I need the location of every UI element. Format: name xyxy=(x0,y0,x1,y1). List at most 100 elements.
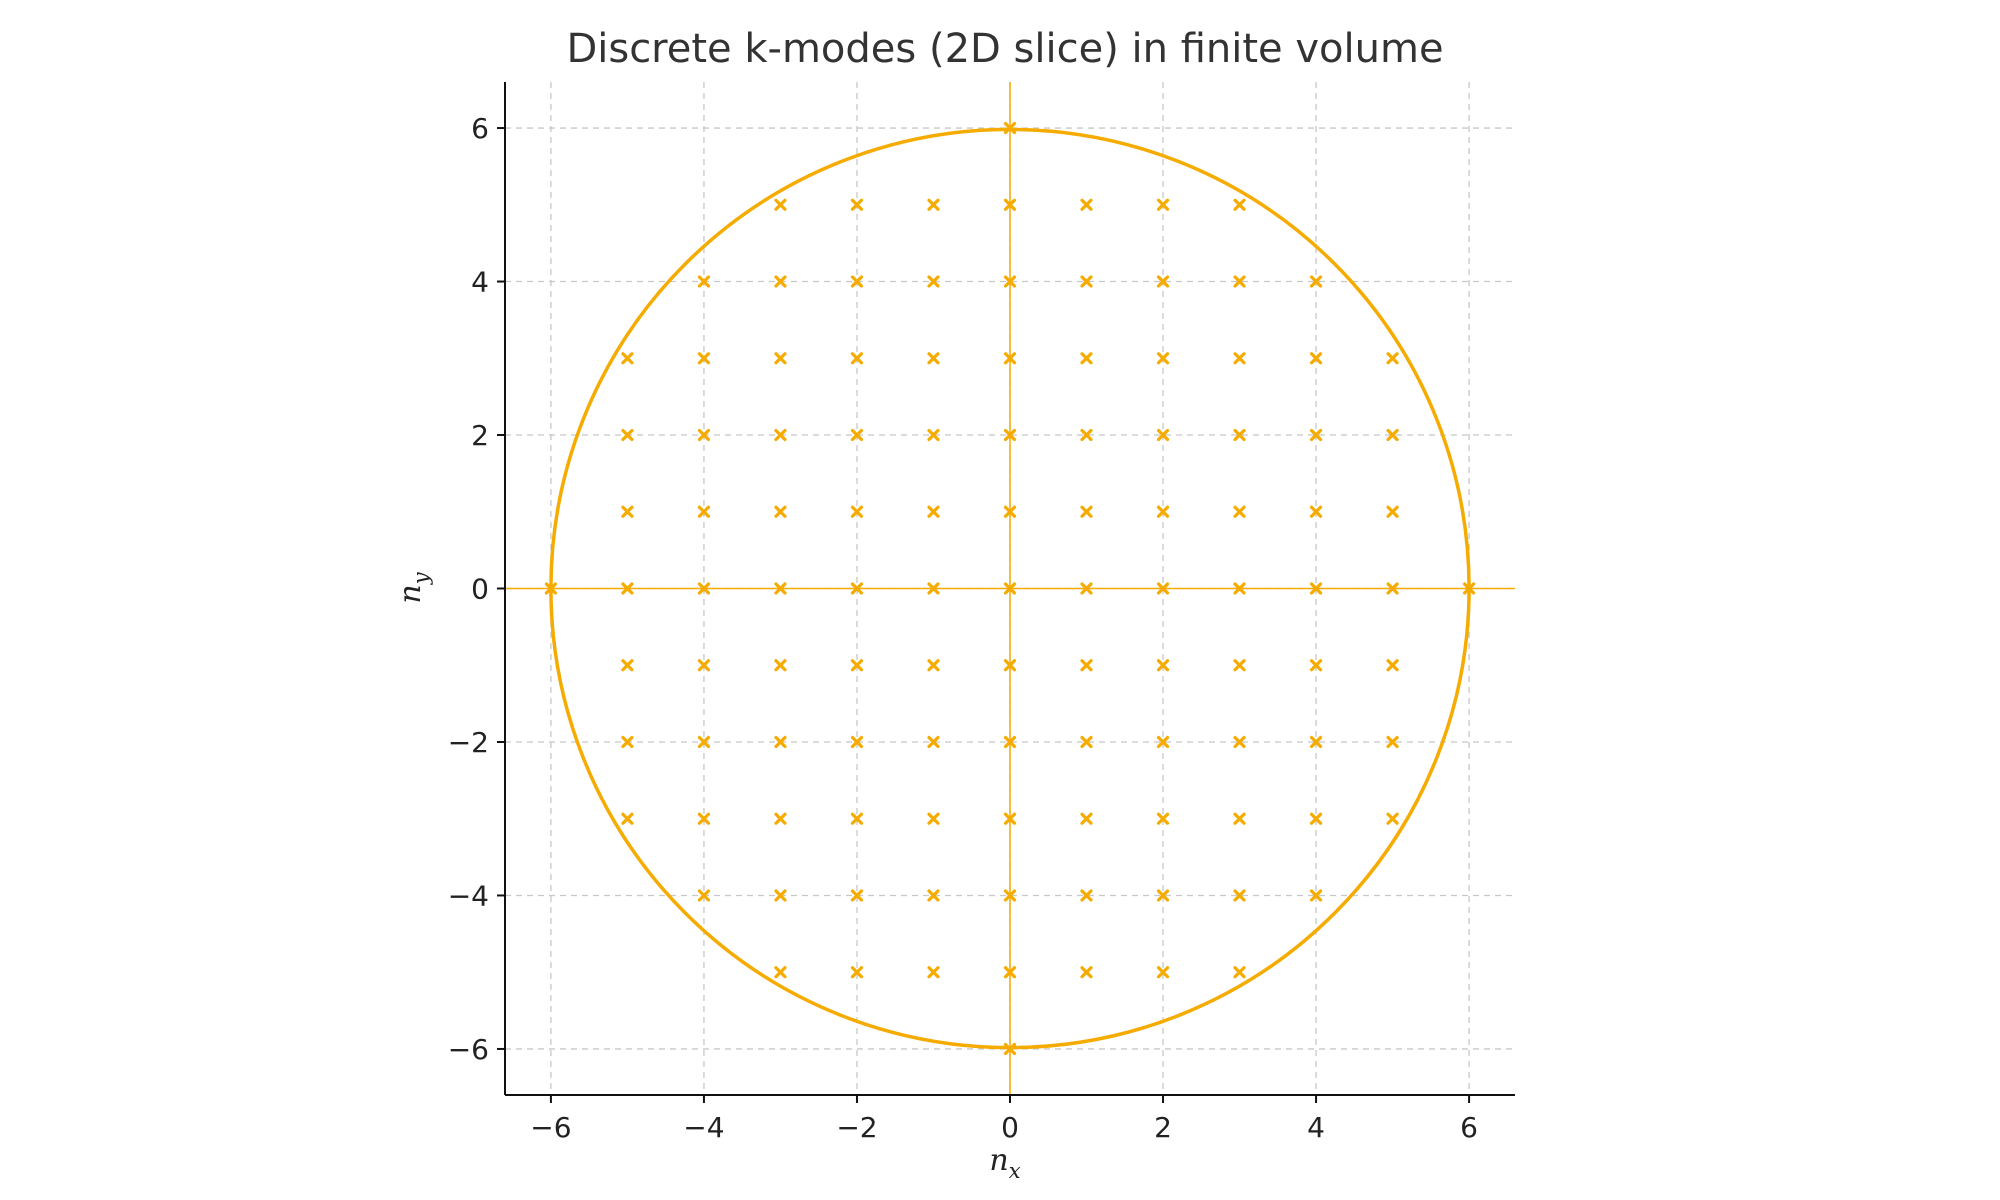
data-point xyxy=(1462,582,1476,595)
data-point xyxy=(1003,735,1017,749)
data-point xyxy=(774,966,787,979)
data-point xyxy=(1156,275,1170,288)
data-point xyxy=(774,428,787,442)
x-tick-label: 2 xyxy=(1154,1111,1172,1144)
data-point xyxy=(1080,198,1093,211)
data-point xyxy=(621,659,634,672)
data-point xyxy=(1156,812,1170,825)
data-point xyxy=(1309,428,1323,442)
data-point xyxy=(774,735,787,749)
data-point xyxy=(1233,275,1246,288)
data-point xyxy=(1003,889,1017,902)
x-tick-label: 6 xyxy=(1460,1111,1478,1144)
y-tick-label: 4 xyxy=(471,266,489,299)
data-point xyxy=(697,659,711,672)
data-point xyxy=(1386,352,1399,365)
data-point xyxy=(1156,659,1170,672)
data-point xyxy=(697,428,711,442)
data-point xyxy=(1233,966,1246,979)
data-point xyxy=(1003,352,1017,365)
data-point xyxy=(1156,505,1170,518)
data-point xyxy=(1003,1042,1017,1056)
x-axis-label: nx xyxy=(989,1143,1020,1183)
y-axis-label-sub: y xyxy=(409,571,433,585)
x-tick-label: −2 xyxy=(836,1111,877,1144)
data-point xyxy=(1080,812,1093,825)
data-point xyxy=(774,659,787,672)
data-point xyxy=(1233,428,1246,442)
data-point xyxy=(1309,889,1323,902)
y-ticks: −6 −4 −2 0 2 4 6 xyxy=(448,112,505,1066)
data-point xyxy=(1003,275,1017,288)
data-point xyxy=(1156,966,1170,979)
y-tick-label: 2 xyxy=(471,419,489,452)
data-point xyxy=(1080,352,1093,365)
data-point xyxy=(1386,582,1399,595)
x-ticks: −6 −4 −2 0 2 4 6 xyxy=(530,1095,1478,1144)
data-point xyxy=(850,735,864,749)
data-point xyxy=(850,812,864,825)
data-point xyxy=(621,352,634,365)
data-point xyxy=(621,812,634,825)
x-axis-label-sub: x xyxy=(1009,1159,1021,1183)
data-point xyxy=(1233,505,1246,518)
data-point xyxy=(1233,582,1246,595)
data-point xyxy=(1080,889,1093,902)
data-point xyxy=(774,812,787,825)
data-point xyxy=(850,659,864,672)
data-point xyxy=(1233,659,1246,672)
data-point xyxy=(850,275,864,288)
data-point xyxy=(927,428,940,442)
data-point xyxy=(850,889,864,902)
data-point xyxy=(1003,121,1017,135)
x-tick-label: −6 xyxy=(530,1111,571,1144)
data-point xyxy=(774,582,787,595)
data-point xyxy=(621,428,634,442)
data-point xyxy=(927,735,940,749)
data-point xyxy=(697,352,711,365)
data-point xyxy=(850,582,864,595)
y-tick-label: −4 xyxy=(448,879,489,912)
data-point xyxy=(1003,198,1017,211)
data-point xyxy=(927,966,940,979)
data-point xyxy=(1080,659,1093,672)
x-axis-label-main: n xyxy=(989,1143,1008,1178)
data-point xyxy=(1309,735,1323,749)
data-point xyxy=(927,659,940,672)
data-point xyxy=(1386,735,1399,749)
y-axis-label-main: n xyxy=(393,584,428,603)
data-point xyxy=(697,889,711,902)
data-point xyxy=(1003,659,1017,672)
data-point xyxy=(774,352,787,365)
data-point xyxy=(1003,582,1017,595)
data-point xyxy=(697,735,711,749)
data-point xyxy=(697,812,711,825)
data-point xyxy=(1386,659,1399,672)
data-point xyxy=(927,352,940,365)
x-tick-label: −4 xyxy=(683,1111,724,1144)
data-point xyxy=(927,275,940,288)
data-point xyxy=(1309,582,1323,595)
data-point xyxy=(1156,352,1170,365)
data-point xyxy=(1309,275,1323,288)
y-axis-label: ny xyxy=(393,571,433,603)
y-tick-label: 6 xyxy=(471,112,489,145)
data-point xyxy=(927,582,940,595)
data-point xyxy=(1003,505,1017,518)
data-point xyxy=(621,582,634,595)
data-point xyxy=(697,582,711,595)
data-point xyxy=(621,505,634,518)
data-point xyxy=(1003,428,1017,442)
data-point xyxy=(850,428,864,442)
y-tick-label: 0 xyxy=(471,573,489,606)
data-point xyxy=(697,275,711,288)
data-point xyxy=(1003,812,1017,825)
data-point xyxy=(1386,428,1399,442)
data-point xyxy=(774,198,787,211)
data-point xyxy=(774,505,787,518)
data-point xyxy=(621,735,634,749)
data-point xyxy=(697,505,711,518)
data-point xyxy=(1309,352,1323,365)
data-point xyxy=(1233,812,1246,825)
